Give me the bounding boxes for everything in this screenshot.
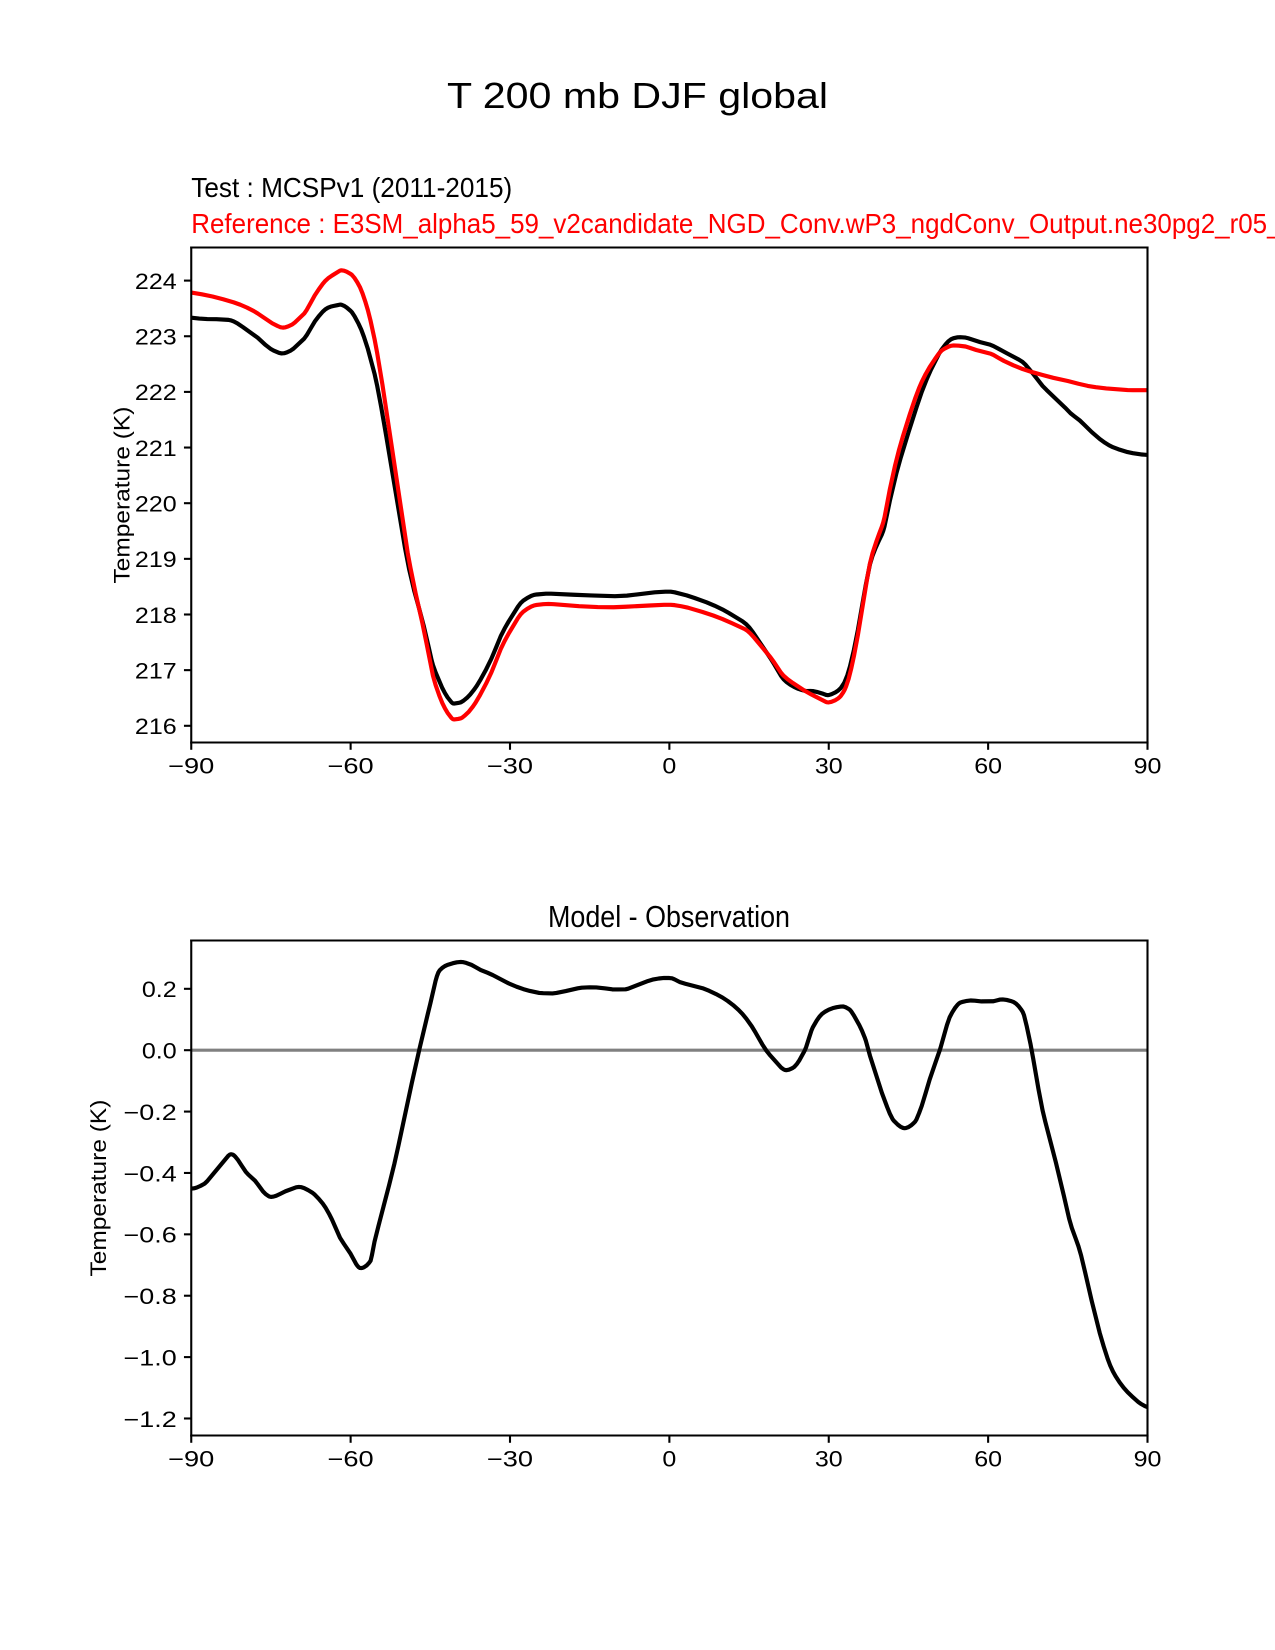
svg-text:−0.2: −0.2 <box>124 1100 177 1125</box>
svg-text:Model - Observation: Model - Observation <box>548 901 790 934</box>
svg-text:−90: −90 <box>168 754 214 779</box>
svg-text:Temperature (K): Temperature (K) <box>86 1100 111 1277</box>
svg-text:224: 224 <box>135 269 177 294</box>
svg-text:T 200 mb DJF global: T 200 mb DJF global <box>447 75 828 116</box>
svg-text:−0.4: −0.4 <box>124 1161 177 1186</box>
svg-text:90: 90 <box>1134 1447 1162 1472</box>
svg-text:218: 218 <box>135 603 177 628</box>
svg-text:60: 60 <box>974 1447 1002 1472</box>
svg-text:30: 30 <box>815 1447 843 1472</box>
svg-text:30: 30 <box>815 754 843 779</box>
svg-text:0.2: 0.2 <box>142 977 177 1002</box>
svg-text:216: 216 <box>135 714 177 739</box>
svg-text:0: 0 <box>662 754 676 779</box>
svg-text:220: 220 <box>135 492 177 517</box>
svg-text:−1.0: −1.0 <box>124 1345 177 1370</box>
svg-text:223: 223 <box>135 325 177 350</box>
svg-text:Reference : E3SM_alpha5_59_v2c: Reference : E3SM_alpha5_59_v2candidate_N… <box>191 208 1275 239</box>
svg-text:Test : MCSPv1 (2011-2015): Test : MCSPv1 (2011-2015) <box>191 172 512 203</box>
svg-text:0: 0 <box>662 1447 676 1472</box>
svg-text:−60: −60 <box>328 1447 374 1472</box>
svg-text:222: 222 <box>135 380 177 405</box>
svg-text:219: 219 <box>135 547 177 572</box>
svg-text:221: 221 <box>135 436 177 461</box>
svg-text:−30: −30 <box>487 1447 533 1472</box>
svg-text:217: 217 <box>135 658 177 683</box>
svg-text:Temperature (K): Temperature (K) <box>109 407 134 584</box>
svg-text:−90: −90 <box>168 1447 214 1472</box>
svg-text:90: 90 <box>1134 754 1162 779</box>
svg-text:−30: −30 <box>487 754 533 779</box>
svg-text:−0.8: −0.8 <box>124 1284 177 1309</box>
svg-text:0.0: 0.0 <box>142 1039 177 1064</box>
svg-text:−0.6: −0.6 <box>124 1223 177 1248</box>
svg-text:−1.2: −1.2 <box>124 1407 177 1432</box>
svg-text:60: 60 <box>974 754 1002 779</box>
svg-text:−60: −60 <box>328 754 374 779</box>
